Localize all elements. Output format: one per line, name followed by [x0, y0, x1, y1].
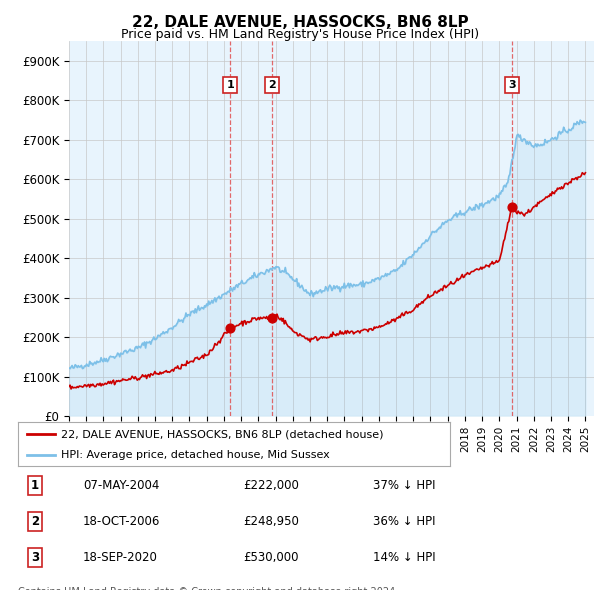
Text: 1: 1: [226, 80, 234, 90]
Text: 18-SEP-2020: 18-SEP-2020: [83, 551, 158, 564]
Point: [268, 313, 277, 323]
Text: 36% ↓ HPI: 36% ↓ HPI: [373, 515, 436, 528]
Point: [226, 324, 235, 333]
Text: 22, DALE AVENUE, HASSOCKS, BN6 8LP (detached house): 22, DALE AVENUE, HASSOCKS, BN6 8LP (deta…: [61, 430, 384, 439]
Text: £530,000: £530,000: [244, 551, 299, 564]
Text: Contains HM Land Registry data © Crown copyright and database right 2024.: Contains HM Land Registry data © Crown c…: [18, 587, 398, 590]
Text: 3: 3: [508, 80, 515, 90]
Text: 3: 3: [31, 551, 39, 564]
Text: 1: 1: [31, 479, 39, 492]
Point: [507, 202, 517, 212]
Text: Price paid vs. HM Land Registry's House Price Index (HPI): Price paid vs. HM Land Registry's House …: [121, 28, 479, 41]
Text: HPI: Average price, detached house, Mid Sussex: HPI: Average price, detached house, Mid …: [61, 450, 330, 460]
Text: 18-OCT-2006: 18-OCT-2006: [83, 515, 160, 528]
Text: 37% ↓ HPI: 37% ↓ HPI: [373, 479, 436, 492]
Text: £222,000: £222,000: [244, 479, 299, 492]
Text: 2: 2: [268, 80, 276, 90]
Text: 14% ↓ HPI: 14% ↓ HPI: [373, 551, 436, 564]
Text: 22, DALE AVENUE, HASSOCKS, BN6 8LP: 22, DALE AVENUE, HASSOCKS, BN6 8LP: [131, 15, 469, 30]
Text: 2: 2: [31, 515, 39, 528]
Text: £248,950: £248,950: [244, 515, 299, 528]
Text: 07-MAY-2004: 07-MAY-2004: [83, 479, 159, 492]
